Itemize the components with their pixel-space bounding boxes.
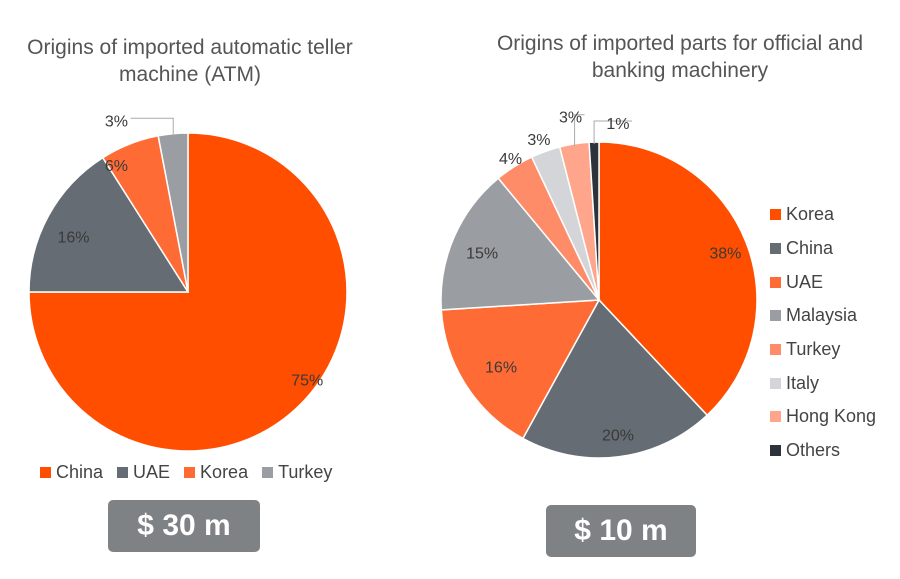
legend-label: Italy xyxy=(786,372,820,393)
label-leader-line xyxy=(130,117,174,136)
legend-swatch xyxy=(770,445,781,457)
legend-swatch xyxy=(262,467,274,478)
legend-swatch xyxy=(770,411,781,423)
legend-parts: Korea China UAE Malaysia Turkey Italy Hong Kon… xyxy=(770,198,876,468)
legend-label: Others xyxy=(786,440,841,461)
legend-label: Korea xyxy=(786,204,835,225)
pie-slice-china xyxy=(521,298,709,459)
label-leader-line xyxy=(593,120,632,145)
legend-label: Turkey xyxy=(786,339,841,360)
legend-label: UAE xyxy=(786,271,824,292)
pie-slice-malaysia xyxy=(440,177,601,311)
pie-slice-uae xyxy=(28,156,190,293)
legend-item-turkey: Turkey xyxy=(770,333,876,367)
legend-swatch xyxy=(770,209,781,221)
legend-item-turkey: Turkey xyxy=(262,462,332,483)
legend-item-china: China xyxy=(770,232,876,266)
legend-swatch xyxy=(770,310,781,322)
slice-label-hong-kong: 3% xyxy=(559,110,582,127)
slice-label-china: 20% xyxy=(602,427,634,444)
legend-label: UAE xyxy=(133,462,171,482)
slice-label-italy: 3% xyxy=(527,132,550,149)
legend-swatch xyxy=(770,243,781,255)
legend-swatch xyxy=(770,276,781,288)
legend-label: Hong Kong xyxy=(786,406,877,427)
legend-label: China xyxy=(56,462,104,482)
legend-item-korea: Korea xyxy=(770,198,876,232)
legend-label: Korea xyxy=(200,462,249,482)
legend-swatch xyxy=(770,377,781,389)
pie-slice-korea xyxy=(598,141,758,417)
pie-slice-uae xyxy=(440,299,601,440)
legend-item-malaysia: Malaysia xyxy=(770,299,876,333)
slice-label-uae: 16% xyxy=(58,229,90,246)
slice-label-turkey: 4% xyxy=(499,151,522,168)
legend-item-china: China xyxy=(40,462,103,483)
legend-label: China xyxy=(786,238,834,259)
slice-label-korea: 38% xyxy=(709,246,741,263)
legend-item-uae: UAE xyxy=(770,265,876,299)
value-badge-parts: $ 10 m xyxy=(546,505,696,557)
value-badge-atm: $ 30 m xyxy=(108,500,260,552)
legend-swatch xyxy=(770,344,781,356)
slice-label-china: 75% xyxy=(291,372,323,389)
legend-label: Turkey xyxy=(278,462,333,482)
legend-swatch xyxy=(117,467,129,478)
legend-swatch xyxy=(40,467,51,478)
legend-item-korea: Korea xyxy=(184,462,248,483)
legend-item-italy: Italy xyxy=(770,366,876,400)
slice-label-korea: 6% xyxy=(105,158,128,175)
legend-label: Malaysia xyxy=(786,305,858,326)
legend-item-hong-kong: Hong Kong xyxy=(770,400,876,434)
label-leader-line xyxy=(574,114,585,146)
slice-label-turkey: 3% xyxy=(105,113,128,130)
slice-label-others: 1% xyxy=(606,116,629,133)
slice-label-uae: 16% xyxy=(485,359,517,376)
legend-item-others: Others xyxy=(770,434,876,468)
chart-title-atm: Origins of imported automatic teller mac… xyxy=(27,36,353,86)
legend-item-uae: UAE xyxy=(117,462,170,483)
chart-title-parts: Origins of imported parts for official a… xyxy=(496,32,864,82)
slice-label-malaysia: 15% xyxy=(466,246,498,263)
legend-atm: China UAE Korea Turkey xyxy=(40,462,332,483)
legend-swatch xyxy=(184,467,196,478)
